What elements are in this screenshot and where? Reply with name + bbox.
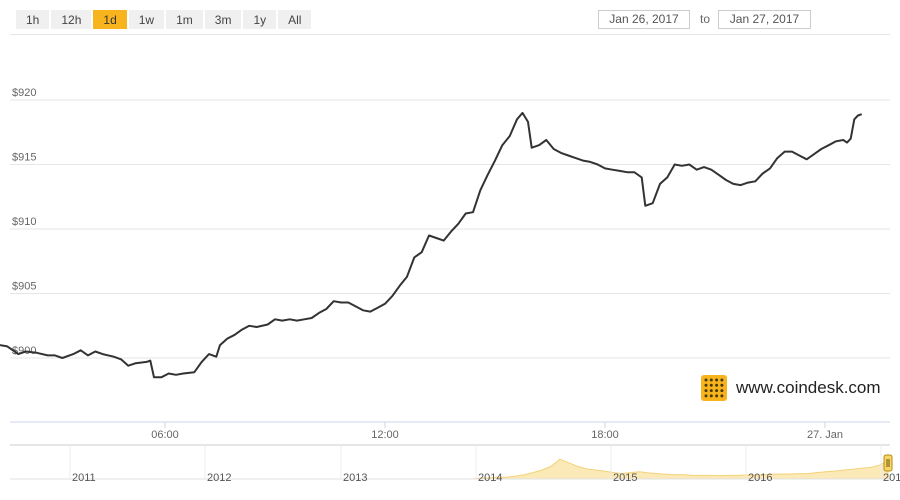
x-tick-label: 18:00 bbox=[591, 429, 619, 441]
y-tick-label: $905 bbox=[12, 281, 36, 293]
navigator-year-label: 2012 bbox=[207, 472, 231, 484]
range-button-1m[interactable]: 1m bbox=[166, 10, 203, 29]
navigator-year-label: 2011 bbox=[72, 472, 96, 484]
range-button-12h[interactable]: 12h bbox=[51, 10, 92, 29]
top-divider bbox=[10, 34, 890, 35]
navigator-year-label: 201 bbox=[883, 472, 900, 484]
date-to-input[interactable]: Jan 27, 2017 bbox=[718, 10, 811, 29]
y-tick-label: $910 bbox=[12, 216, 36, 228]
range-button-1w[interactable]: 1w bbox=[128, 10, 165, 29]
x-tick-label: 27. Jan bbox=[807, 429, 843, 441]
range-button-1y[interactable]: 1y bbox=[243, 10, 277, 29]
navigator-year-label: 2014 bbox=[478, 472, 502, 484]
brand-text: www.coindesk.com bbox=[735, 378, 881, 397]
range-button-all[interactable]: All bbox=[278, 10, 312, 29]
range-selector: 1h 12h 1d 1w 1m 3m 1y All bbox=[16, 10, 312, 29]
x-tick-label: 06:00 bbox=[151, 429, 179, 441]
navigator-handle[interactable] bbox=[883, 454, 893, 472]
coindesk-logo-icon bbox=[701, 375, 727, 401]
price-line bbox=[0, 111, 863, 379]
navigator-year-label: 2016 bbox=[748, 472, 772, 484]
y-tick-label: $920 bbox=[12, 87, 36, 99]
range-button-1h[interactable]: 1h bbox=[16, 10, 50, 29]
date-range-separator: to bbox=[700, 12, 711, 26]
date-from-input[interactable]: Jan 26, 2017 bbox=[598, 10, 690, 29]
x-tick-label: 12:00 bbox=[371, 429, 399, 441]
navigator-year-label: 2015 bbox=[613, 472, 637, 484]
range-button-1d[interactable]: 1d bbox=[93, 10, 127, 29]
y-tick-label: $915 bbox=[12, 152, 36, 164]
range-button-3m[interactable]: 3m bbox=[204, 10, 242, 29]
navigator-year-label: 2013 bbox=[343, 472, 367, 484]
